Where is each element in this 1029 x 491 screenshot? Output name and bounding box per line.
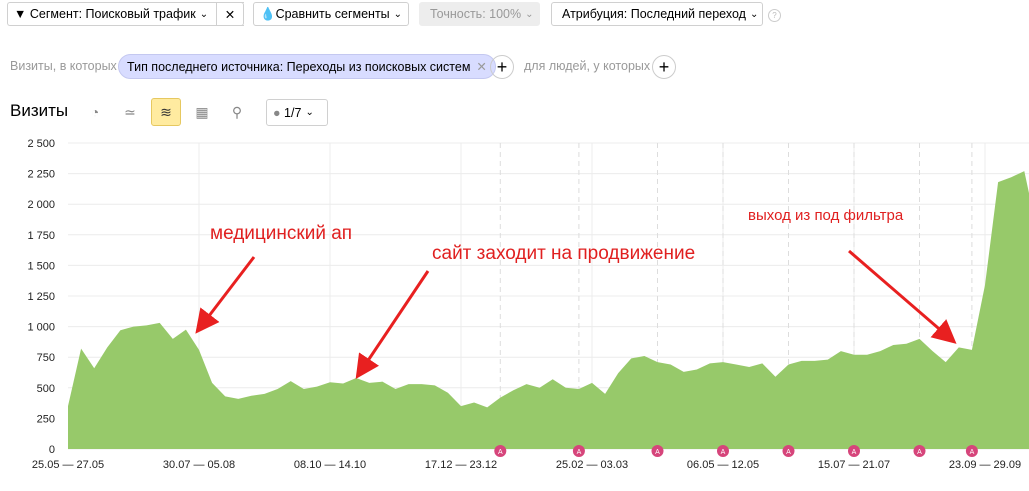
annotation-text: сайт заходит на продвижение <box>432 243 695 264</box>
compare-segments-button[interactable]: 💧 Сравнить сегменты ⌄ <box>253 2 409 26</box>
annotation-arrow <box>195 256 256 334</box>
notes-dropdown[interactable]: ● 1/7 ⌄ <box>266 99 328 126</box>
annotation-marker-glyph: A <box>852 449 857 456</box>
chart-title: Визиты <box>10 101 69 120</box>
x-tick-label: 23.09 — 29.09 <box>949 459 1021 471</box>
compare-label: Сравнить сегменты <box>275 7 390 21</box>
bar-chart-icon[interactable]: ▦ <box>195 103 209 120</box>
chevron-down-icon: ⌄ <box>305 107 314 118</box>
y-tick-label: 1 250 <box>27 291 55 303</box>
annotation-marker-glyph: A <box>721 449 726 456</box>
annotation-arrow <box>355 270 430 379</box>
comment-icon: ● <box>273 105 281 120</box>
y-tick-label: 500 <box>37 383 55 395</box>
annotation-marker[interactable] <box>717 445 729 457</box>
close-icon[interactable]: ✕ <box>476 60 487 74</box>
annotation-marker-glyph: A <box>970 449 975 456</box>
annotation-marker-glyph: A <box>577 449 582 456</box>
annotation-text: медицинский ап <box>210 223 352 244</box>
help-icon[interactable]: ? <box>768 9 781 22</box>
visits-area <box>68 171 1029 450</box>
add-people-condition-button[interactable]: + <box>652 55 676 79</box>
annotation-marker-glyph: A <box>655 449 660 456</box>
attribution-label: Атрибуция: Последний переход <box>562 7 746 21</box>
annotation-marker-glyph: A <box>786 449 791 456</box>
annotation-arrow <box>848 249 957 344</box>
annotation-text: выход из под фильтра <box>748 207 904 224</box>
add-visit-condition-button[interactable]: + <box>490 55 514 79</box>
x-tick-label: 15.07 — 21.07 <box>818 459 890 471</box>
people-filter-label: для людей, у которых <box>524 59 651 73</box>
chevron-down-icon: ⌄ <box>749 8 759 20</box>
annotation-marker[interactable] <box>572 445 585 457</box>
filter-chip[interactable]: Тип последнего источника: Переходы из по… <box>118 54 496 79</box>
annotation-marker[interactable] <box>782 445 795 457</box>
annotation-marker[interactable] <box>848 445 860 457</box>
x-tick-label: 17.12 — 23.12 <box>425 459 497 471</box>
chevron-down-icon: ⌄ <box>199 8 209 20</box>
annotation-marker[interactable] <box>913 445 926 457</box>
y-tick-label: 2 000 <box>27 199 55 211</box>
annotation-marker-glyph: A <box>917 449 922 456</box>
drops-icon: 💧 <box>260 6 276 21</box>
filter-chip-label: Тип последнего источника: Переходы из по… <box>127 59 471 74</box>
area-chart-icon[interactable]: ≋ <box>151 98 181 126</box>
x-tick-label: 08.10 — 14.10 <box>294 459 366 471</box>
segment-label: Сегмент: Поисковый трафик <box>29 7 196 21</box>
notes-count: 1/7 <box>284 105 302 120</box>
chevron-down-icon: ⌄ <box>525 8 534 20</box>
accuracy-label: Точность: 100% <box>430 7 522 21</box>
clear-segment-button[interactable]: ✕ <box>216 2 244 26</box>
x-tick-label: 30.07 — 05.08 <box>163 459 235 471</box>
x-tick-label: 06.05 — 12.05 <box>687 459 759 471</box>
annotation-marker[interactable] <box>494 445 507 457</box>
annotation-marker[interactable] <box>651 445 664 457</box>
visits-filter-label: Визиты, в которых <box>10 59 117 73</box>
chevron-down-icon: ⌄ <box>393 8 403 20</box>
filter-icon: ▼ <box>14 7 27 21</box>
annotation-marker[interactable] <box>965 445 978 457</box>
x-tick-label: 25.05 — 27.05 <box>32 459 104 471</box>
y-tick-label: 1 000 <box>27 322 55 334</box>
attribution-dropdown[interactable]: Атрибуция: Последний переход ⌄ <box>551 2 763 26</box>
annotation-marker-glyph: A <box>498 449 503 456</box>
y-tick-label: 750 <box>37 352 55 364</box>
annotations: медицинский ап сайт заходит на продвижен… <box>195 207 957 379</box>
close-icon: ✕ <box>224 7 236 22</box>
map-icon[interactable]: ⚲ <box>231 103 243 120</box>
y-tick-label: 1 750 <box>27 230 55 242</box>
line-chart-icon[interactable]: ≃ <box>124 103 136 120</box>
segment-dropdown[interactable]: ▼ Сегмент: Поисковый трафик ⌄ <box>7 2 244 26</box>
y-tick-label: 1 500 <box>27 260 55 272</box>
accuracy-dropdown[interactable]: Точность: 100% ⌄ <box>419 2 540 26</box>
y-tick-label: 0 <box>49 444 55 456</box>
x-tick-label: 25.02 — 03.03 <box>556 459 628 471</box>
y-tick-label: 250 <box>37 413 55 425</box>
pie-chart-icon[interactable]: ◔ <box>90 104 100 120</box>
y-tick-label: 2 250 <box>27 169 55 181</box>
y-tick-label: 2 500 <box>27 138 55 150</box>
